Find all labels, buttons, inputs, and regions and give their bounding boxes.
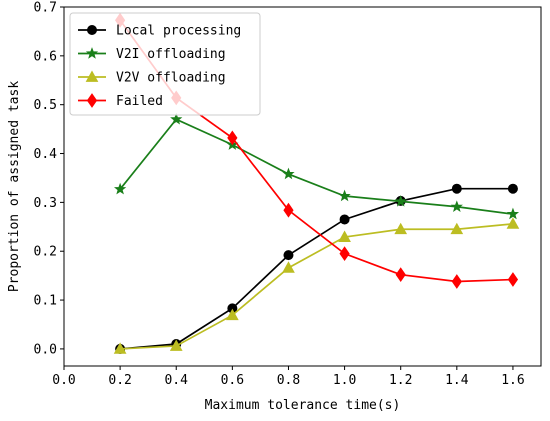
data-point-failed bbox=[507, 272, 519, 287]
x-tick-label: 1.2 bbox=[389, 373, 412, 388]
data-point-v2v-offloading bbox=[450, 222, 464, 235]
y-tick-label: 0.7 bbox=[34, 1, 57, 16]
data-point-v2v-offloading bbox=[113, 342, 127, 354]
legend-item-local-processing: Local processing bbox=[78, 24, 241, 39]
data-point-failed bbox=[339, 246, 350, 262]
x-tick-label: 0.4 bbox=[164, 373, 188, 388]
legend-label: Local processing bbox=[116, 24, 241, 39]
legend-swatch-marker bbox=[87, 25, 97, 35]
data-point-v2i-offloading bbox=[170, 112, 183, 125]
series-v2v-offloading bbox=[113, 217, 520, 354]
legend-item-v2i-offloading: V2I offloading bbox=[78, 47, 226, 62]
legend: Local processing V2I offloading V2V offloa… bbox=[69, 12, 261, 116]
axes: 0.0 0.2 0.4 0.6 0.8 1.0 1.2 1.4 1.6 0.0 0.1 0.2 0.3 0… bbox=[34, 1, 542, 388]
data-point-v2i-offloading bbox=[394, 194, 407, 207]
series-line-local-processing bbox=[120, 187, 513, 350]
series-line-v2i-offloading bbox=[119, 118, 514, 215]
x-tick-label: 0.0 bbox=[52, 373, 75, 388]
data-point-v2i-offloading bbox=[114, 182, 127, 195]
legend-item-v2v-offloading: V2V offloading bbox=[78, 70, 226, 86]
y-tick-label: 0.1 bbox=[34, 294, 57, 309]
series-v2i-offloading bbox=[114, 112, 520, 220]
legend-label: Failed bbox=[116, 94, 163, 109]
y-tick-label: 0.4 bbox=[34, 147, 58, 162]
data-point-v2v-offloading bbox=[394, 222, 408, 235]
y-tick-label: 0.6 bbox=[34, 49, 57, 64]
data-point-local-processing bbox=[339, 214, 350, 225]
y-tick-label: 0.0 bbox=[34, 342, 57, 357]
axes-frame bbox=[63, 6, 542, 367]
x-tick-label: 0.2 bbox=[108, 373, 131, 388]
data-point-failed bbox=[395, 267, 406, 283]
legend-swatch-marker bbox=[85, 47, 99, 59]
y-tick-label: 0.5 bbox=[34, 98, 57, 113]
x-tick-label: 0.8 bbox=[277, 373, 300, 388]
series-line-v2v-offloading bbox=[120, 223, 514, 350]
x-tick-label: 1.6 bbox=[501, 373, 524, 388]
data-point-v2i-offloading bbox=[506, 207, 520, 220]
legend-swatch-marker bbox=[86, 93, 98, 108]
x-tick-label: 0.6 bbox=[221, 373, 244, 388]
data-point-v2i-offloading bbox=[450, 200, 463, 212]
data-point-v2i-offloading bbox=[282, 167, 295, 180]
data-point-failed bbox=[283, 202, 294, 218]
legend-label: V2I offloading bbox=[116, 47, 226, 62]
legend-label: V2V offloading bbox=[116, 71, 226, 86]
y-tick-label: 0.3 bbox=[34, 196, 57, 211]
data-point-v2v-offloading bbox=[282, 261, 295, 273]
legend-item-failed: Failed bbox=[78, 93, 163, 109]
legend-box bbox=[69, 12, 261, 116]
x-tick-label: 1.0 bbox=[333, 373, 356, 388]
data-point-local-processing bbox=[283, 250, 294, 261]
data-point-local-processing bbox=[507, 183, 518, 194]
data-point-v2v-offloading bbox=[338, 230, 351, 242]
data-point-failed bbox=[227, 130, 238, 146]
x-axis-label: Maximum tolerance time(s) bbox=[205, 398, 401, 413]
data-point-v2v-offloading bbox=[169, 339, 183, 351]
y-axis-label: Proportion of assigned task bbox=[7, 81, 22, 292]
data-point-v2v-offloading bbox=[506, 217, 520, 229]
data-point-local-processing bbox=[451, 183, 462, 194]
data-point-v2i-offloading bbox=[338, 189, 351, 202]
x-tick-label: 1.4 bbox=[445, 373, 469, 388]
data-point-v2v-offloading bbox=[226, 308, 239, 321]
y-tick-label: 0.2 bbox=[34, 245, 57, 260]
data-point-failed bbox=[451, 274, 462, 289]
legend-swatch-marker bbox=[85, 70, 99, 82]
